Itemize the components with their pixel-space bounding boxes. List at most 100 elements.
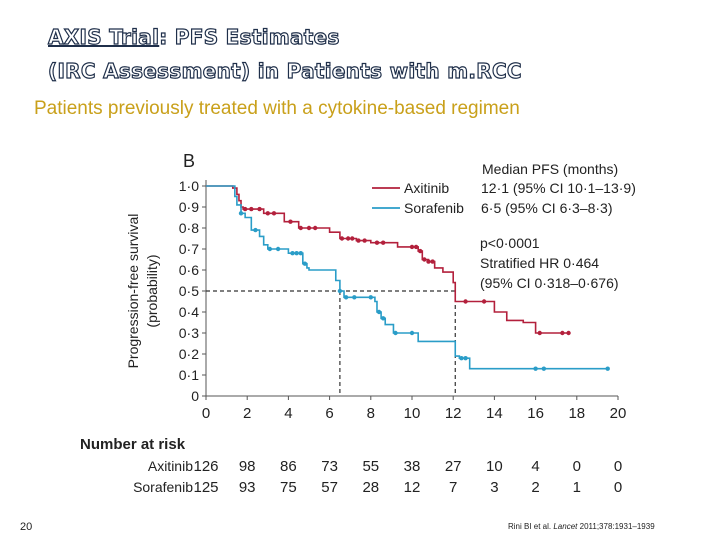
censor-mark-axitinib (362, 238, 367, 243)
risk-value-axitinib: 126 (193, 458, 218, 475)
censor-mark-axitinib (422, 257, 427, 262)
y-tick-label: 0·6 (179, 262, 199, 278)
censor-mark-sorafenib (337, 288, 343, 294)
censor-mark-sorafenib (463, 356, 468, 361)
risk-value-sorafenib: 93 (239, 479, 256, 496)
chart-axes: B 0 0·1 0·2 0·3 0·4 0·5 0·6 0·7 0·8 0·9 1·0 0 2 4 6 8 10 1… (125, 151, 626, 422)
censor-mark-sorafenib (352, 295, 357, 300)
y-tick-label: 0·9 (179, 199, 199, 215)
x-tick-label: 10 (404, 405, 421, 422)
x-tick-label: 20 (610, 405, 627, 422)
censor-mark-axitinib (413, 244, 419, 250)
stats-annotation: (95% CI 0·318–0·676) (480, 275, 619, 291)
x-tick-label: 12 (445, 405, 462, 422)
y-tick-label: 0·5 (179, 283, 199, 299)
risk-value-sorafenib: 57 (321, 479, 338, 496)
censor-mark-axitinib (339, 236, 345, 241)
legend-value-sorafenib: 6·5 (95% CI 6·3–8·3) (481, 200, 613, 216)
y-tick-label: 1·0 (179, 178, 199, 194)
censor-mark-sorafenib (302, 261, 308, 266)
risk-value-axitinib: 10 (486, 458, 503, 475)
citation-journal: Lancet (553, 522, 578, 531)
censor-mark-sorafenib (409, 330, 415, 336)
censor-mark-axitinib (481, 299, 487, 304)
censor-mark-sorafenib (541, 366, 547, 371)
censor-mark-sorafenib (238, 211, 244, 216)
y-tick-label: 0·8 (179, 220, 199, 236)
censor-mark-axitinib (463, 299, 468, 304)
x-tick-label: 18 (568, 405, 585, 422)
censor-mark-axitinib (345, 236, 351, 241)
censor-mark-sorafenib (275, 246, 281, 252)
slide-subtitle: Patients previously treated with a cytok… (34, 98, 520, 119)
censor-mark-axitinib (249, 206, 254, 212)
legend-label-axitinib: Axitinib (404, 180, 449, 196)
risk-value-axitinib: 0 (614, 458, 622, 475)
x-tick-label: 4 (284, 405, 292, 422)
censor-mark-axitinib (265, 211, 270, 216)
censor-mark-axitinib (560, 330, 565, 336)
series-line-axitinib (206, 185, 569, 334)
y-tick-label: 0·1 (179, 367, 199, 383)
censor-mark-axitinib (312, 225, 318, 231)
panel-label: B (183, 151, 195, 171)
censor-mark-sorafenib (294, 251, 299, 256)
censor-mark-axitinib (380, 240, 386, 245)
censor-mark-axitinib (566, 330, 571, 336)
risk-value-sorafenib: 125 (193, 479, 218, 496)
x-tick-label: 0 (202, 405, 210, 422)
censor-mark-axitinib (242, 206, 248, 212)
risk-value-sorafenib: 1 (573, 479, 581, 496)
risk-value-axitinib: 27 (445, 458, 462, 475)
risk-row-label-axitinib: Axitinib (148, 458, 193, 474)
risk-value-sorafenib: 12 (404, 479, 421, 496)
title-line-2: (IRC Assessment) in Patients with m.RCC (47, 58, 522, 83)
risk-table-title: Number at risk (80, 436, 186, 453)
censor-mark-sorafenib (368, 295, 373, 300)
y-tick-label: 0·2 (179, 346, 199, 362)
censor-mark-sorafenib (459, 356, 464, 361)
risk-value-axitinib: 0 (573, 458, 581, 475)
title-trial-name: AXIS Trial (47, 24, 160, 49)
x-tick-label: 6 (325, 405, 333, 422)
risk-value-sorafenib: 2 (531, 479, 539, 496)
risk-value-axitinib: 55 (362, 458, 379, 475)
x-tick-label: 8 (367, 405, 375, 422)
censor-mark-axitinib (271, 211, 277, 216)
y-tick-label: 0·7 (179, 241, 199, 257)
y-tick-label: 0·3 (179, 325, 199, 341)
censor-mark-axitinib (356, 238, 361, 243)
risk-value-axitinib: 4 (531, 458, 539, 475)
censor-mark-axitinib (409, 244, 415, 250)
censor-mark-sorafenib (393, 330, 398, 336)
series-layer (206, 185, 610, 371)
legend-title: Median PFS (months) (482, 161, 618, 177)
stats-annotation: p<0·0001 (480, 235, 540, 251)
censor-mark-axitinib (298, 225, 303, 231)
censor-mark-sorafenib (253, 227, 258, 233)
slide-number: 20 (20, 521, 33, 533)
series-line-sorafenib (206, 185, 608, 370)
censor-mark-sorafenib (533, 366, 538, 371)
censor-mark-axitinib (374, 240, 380, 245)
risk-value-axitinib: 38 (404, 458, 421, 475)
x-tick-label: 16 (527, 405, 544, 422)
risk-value-sorafenib: 0 (614, 479, 622, 496)
censor-mark-sorafenib (298, 251, 303, 256)
legend-value-axitinib: 12·1 (95% CI 10·1–13·9) (481, 180, 636, 196)
censor-mark-axitinib (350, 236, 355, 241)
legend-label-sorafenib: Sorafenib (404, 200, 464, 216)
chart-legend: Median PFS (months) Axitinib 12·1 (95% CI … (372, 161, 636, 291)
x-tick-label: 14 (486, 405, 503, 422)
risk-value-sorafenib: 3 (490, 479, 498, 496)
censor-mark-axitinib (306, 225, 312, 231)
citation-details: 2011;378:1931–1939 (577, 522, 655, 531)
censor-mark-sorafenib (343, 295, 349, 300)
risk-value-sorafenib: 28 (362, 479, 379, 496)
risk-value-sorafenib: 75 (280, 479, 297, 496)
censor-mark-axitinib (426, 259, 431, 264)
x-tick-label: 2 (243, 405, 251, 422)
citation: Rini BI et al. Lancet 2011;378:1931–1939 (508, 522, 655, 531)
y-tick-label: 0·4 (179, 304, 199, 320)
